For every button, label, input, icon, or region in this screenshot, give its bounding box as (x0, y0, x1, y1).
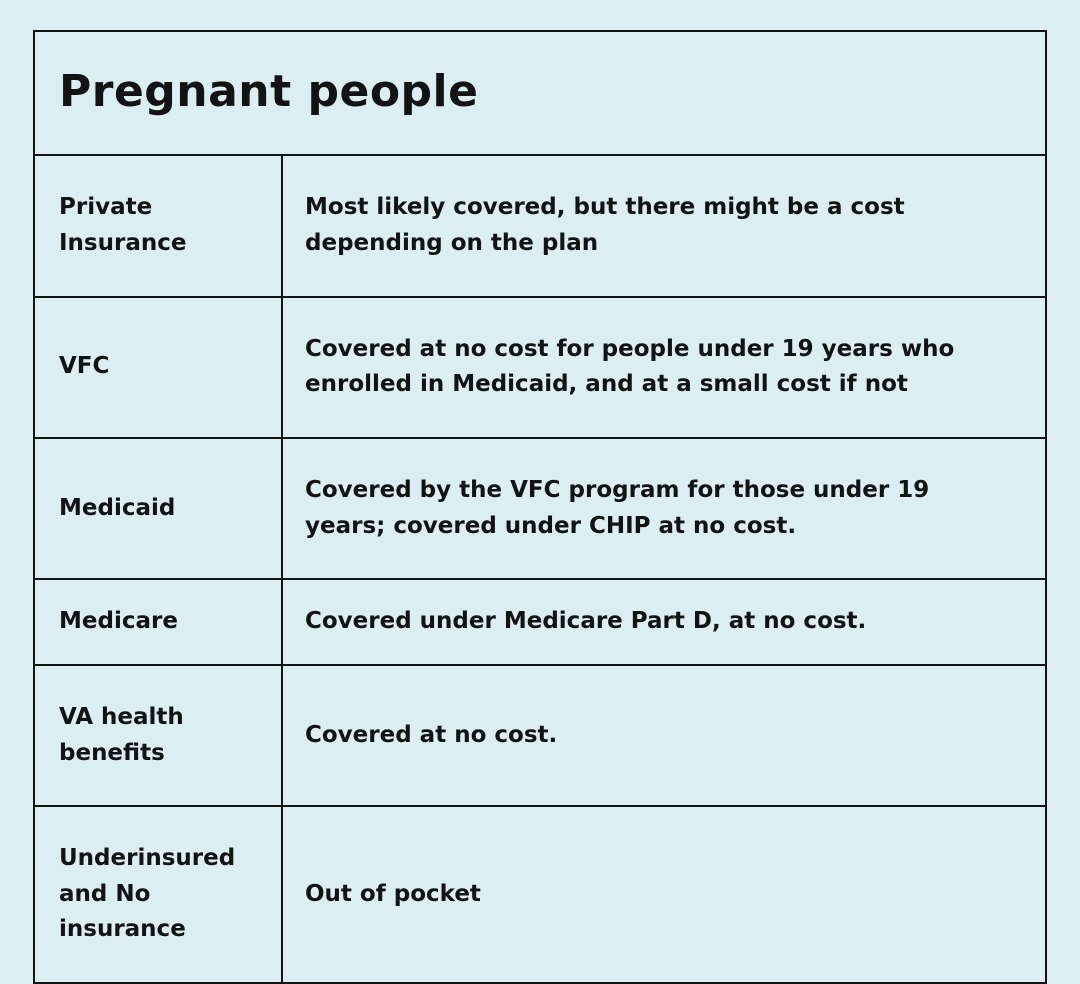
coverage-cell: Out of pocket (305, 880, 481, 907)
coverage-cell: Covered by the VFC program for those und… (305, 476, 930, 539)
coverage-table: Pregnant people Private Insurance Most l… (33, 30, 1047, 984)
coverage-cell: Covered under Medicare Part D, at no cos… (305, 608, 867, 635)
table-row: Medicare Covered under Medicare Part D, … (35, 580, 1045, 666)
coverage-cell: Covered at no cost for people under 19 y… (305, 335, 955, 398)
program-cell: Medicaid (35, 438, 283, 579)
table-row: Medicaid Covered by the VFC program for … (35, 438, 1045, 581)
coverage-cell: Most likely covered, but there might be … (305, 194, 905, 257)
program-cell: Underinsured and No insurance (35, 807, 283, 983)
coverage-cell: Covered at no cost. (305, 721, 558, 748)
program-cell: VFC (35, 297, 283, 437)
table-row: Private Insurance Most likely covered, b… (35, 156, 1045, 298)
table-row: Underinsured and No insurance Out of poc… (35, 807, 1045, 983)
table-row: VA health benefits Covered at no cost. (35, 665, 1045, 808)
table-row: VFC Covered at no cost for people under … (35, 297, 1045, 439)
program-cell: Medicare (35, 580, 283, 664)
table-title-row: Pregnant people (35, 32, 1045, 157)
page-title: Pregnant people (59, 66, 479, 117)
program-cell: VA health benefits (35, 665, 283, 806)
program-cell: Private Insurance (35, 156, 283, 296)
